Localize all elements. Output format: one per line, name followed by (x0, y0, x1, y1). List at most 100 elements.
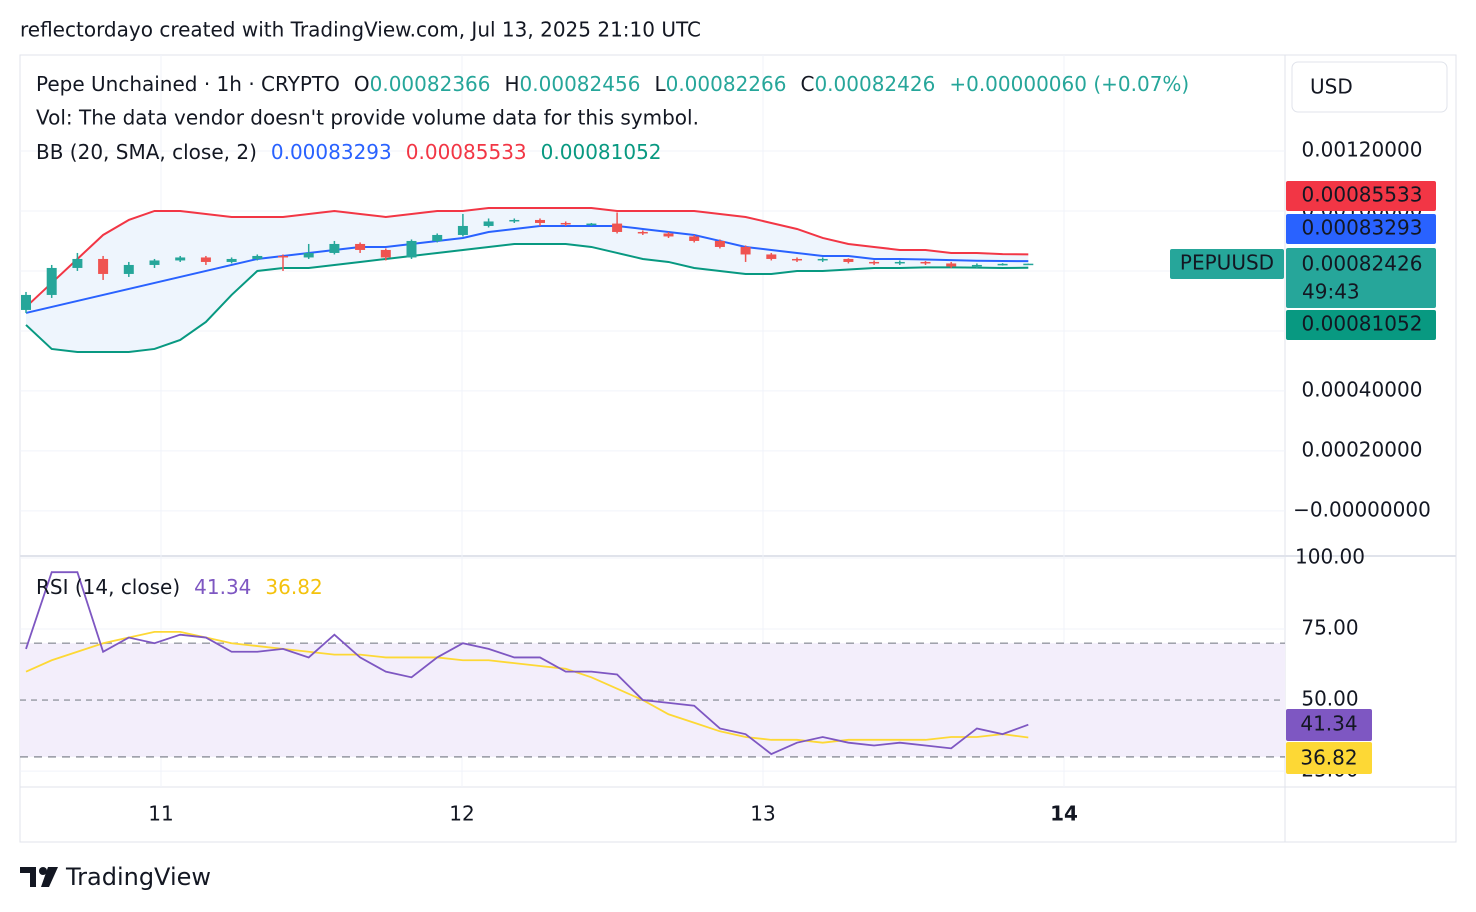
bb-legend: BB (20, SMA, close, 2) 0.00083293 0.000855… (36, 140, 662, 164)
bb-value: 0.00085533 (406, 140, 527, 164)
countdown: 49:43 (1302, 280, 1360, 304)
candle-body (303, 252, 314, 258)
candle-body (149, 260, 160, 265)
candle-body (740, 246, 751, 255)
candle-body (278, 255, 288, 258)
candle-body (971, 264, 982, 267)
brand-logo (20, 867, 58, 887)
candle-body (920, 261, 931, 264)
currency-box[interactable] (1291, 61, 1448, 113)
bb-value: 0.00081052 (541, 140, 662, 164)
x-tick-label: 11 (148, 802, 173, 826)
candle-body (894, 261, 905, 264)
brand: TradingView (65, 863, 211, 891)
symbol-tag-bg (1170, 249, 1284, 279)
bb-upper-tag-bg (1286, 181, 1436, 211)
candle-body (612, 223, 623, 232)
last-price-tag: 0.00082426 (1302, 252, 1423, 276)
ohlc-label: O (354, 72, 370, 96)
rsi-tag-bg (1286, 709, 1372, 741)
candle-body (843, 258, 854, 262)
candle-body (355, 243, 366, 250)
bb-basis (25, 224, 1029, 314)
rsi-tick-label: 100.00 (1295, 544, 1365, 568)
candle-body (689, 236, 700, 241)
bb-fill (26, 207, 1029, 352)
candle-body (714, 240, 725, 247)
candle-body (535, 219, 545, 223)
candle-body (226, 258, 237, 262)
rsi-ma-value: 36.82 (265, 575, 322, 599)
rsi-value: 41.34 (194, 575, 251, 599)
candle-body (123, 264, 134, 274)
rsi-ma-tag-bg (1286, 742, 1372, 774)
x-tick-label: 12 (449, 802, 474, 826)
bb-lower-tag-bg (1286, 310, 1436, 340)
candle-body (200, 257, 211, 262)
ohlc-label: H (505, 72, 520, 96)
bb-lower (25, 242, 1029, 353)
bb-label: BB (20, SMA, close, 2) (36, 140, 257, 164)
change: +0.00000060 (+0.07%) (949, 72, 1189, 96)
attribution: reflectordayo created with TradingView.c… (20, 18, 701, 42)
chart-frame (19, 54, 1457, 843)
rsi-line (25, 571, 1029, 756)
candle-body (21, 294, 31, 310)
currency[interactable]: USD (1310, 75, 1353, 99)
candle-body (483, 221, 494, 226)
rsi-legend: RSI (14, close) 41.34 36.82 (36, 575, 323, 599)
bb-lower-tag: 0.00081052 (1302, 312, 1423, 336)
candle-body (98, 258, 109, 274)
volume-note: Vol: The data vendor doesn't provide vol… (36, 106, 699, 130)
candle-body (663, 233, 674, 237)
candle-body (406, 240, 417, 258)
ohlc-label: C (800, 72, 814, 96)
candle-body (252, 255, 263, 259)
candle-body (175, 257, 186, 261)
rsi-tick-label: 75.00 (1301, 616, 1358, 640)
y-tick-label: −0.00000000 (1293, 497, 1431, 521)
header-ohlc: Pepe Unchained · 1h · CRYPTO O0.00082366 H… (36, 72, 1189, 96)
candle-body (72, 258, 83, 268)
candle-body (329, 243, 340, 253)
bb-upper-tag: 0.00085533 (1302, 183, 1423, 207)
ohlc-value: 0.00082426 (814, 72, 935, 96)
candle-body (997, 263, 1008, 266)
candle-body (946, 263, 957, 267)
last-price-bg (1286, 248, 1436, 308)
x-tick-label: 13 (750, 802, 775, 826)
candle-body (637, 231, 648, 234)
candle-body (766, 254, 777, 259)
candle-body (1023, 263, 1034, 266)
candle-body (46, 267, 57, 295)
y-tick-label: 0.00120000 (1302, 137, 1423, 161)
candle-body (380, 249, 391, 258)
x-tick-label: 14 (1050, 802, 1078, 826)
candle-body (586, 223, 597, 226)
rsi-tick-label: 50.00 (1301, 687, 1358, 711)
symbol-tag: PEPUUSD (1180, 251, 1274, 275)
bb-upper (25, 206, 1029, 308)
candle-body (869, 261, 880, 264)
bb-basis-tag: 0.00083293 (1302, 216, 1423, 240)
y-tick-label: 0.00040000 (1302, 377, 1423, 401)
candle-body (509, 219, 520, 222)
bb-value: 0.00083293 (271, 140, 392, 164)
candle-body (560, 222, 571, 225)
candle-body (817, 258, 828, 261)
rsi-label: RSI (14, close) (36, 575, 180, 599)
y-tick-label: 0.00020000 (1302, 437, 1423, 461)
ohlc-label: L (654, 72, 666, 96)
symbol: Pepe Unchained · 1h · CRYPTO (36, 72, 340, 96)
ohlc-value: 0.00082366 (370, 72, 491, 96)
rsi-ma-tag: 36.82 (1300, 746, 1357, 770)
candle-body (792, 258, 802, 261)
ohlc-value: 0.00082456 (520, 72, 641, 96)
candle-body (432, 234, 443, 241)
candle-body (457, 225, 468, 235)
ohlc-value: 0.00082266 (666, 72, 787, 96)
rsi-ma (25, 630, 1029, 744)
bb-basis-tag-bg (1286, 214, 1436, 244)
